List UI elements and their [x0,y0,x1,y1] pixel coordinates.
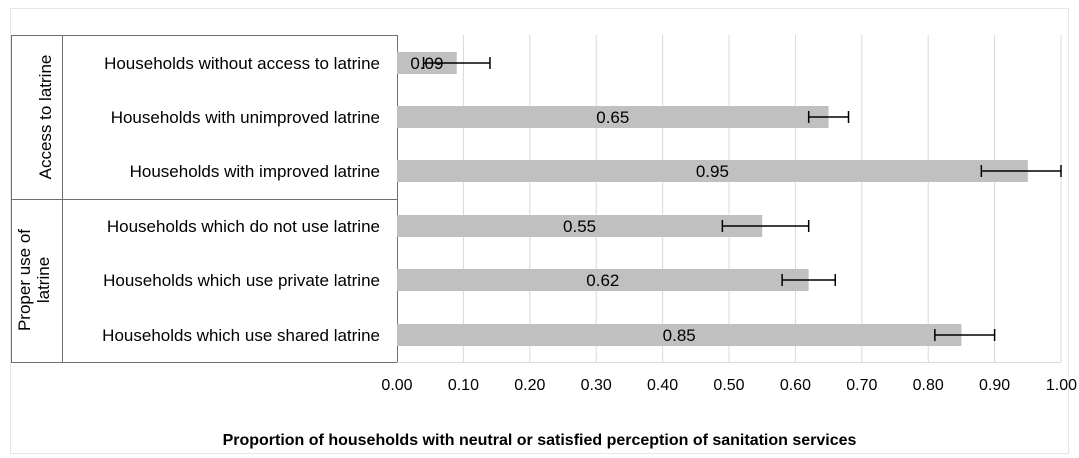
x-axis-ticks: 0.00 0.10 0.20 0.30 0.40 0.50 0.60 0.70 0.80 0.90… [381,377,1077,394]
x-tick-label: 0.10 [448,377,479,394]
grid-lines [462,35,1062,362]
data-label: 0.65 [596,108,629,127]
data-label: 0.85 [663,326,696,345]
x-tick-label: 1.00 [1046,377,1077,394]
bar [397,160,1028,182]
data-label: 0.95 [696,162,729,181]
x-tick-label: 0.70 [846,377,877,394]
group-label-line: latrine [34,257,53,303]
category-label: Households without access to latrine [104,54,380,73]
data-label: 0.09 [410,54,443,73]
group-label-line: Proper use of [15,229,34,331]
bar [397,215,763,237]
group-label: Proper use oflatrine [15,229,53,331]
group-label: Access to latrine [36,55,55,180]
bar [397,324,962,346]
x-tick-label: 0.40 [647,377,678,394]
chart-frame [10,8,1069,454]
category-label: Households which use private latrine [103,271,380,290]
bar [397,106,829,128]
bar-series: 0.09 0.65 0.95 0.55 0.62 0.85 [397,52,1062,346]
category-label: Households which do not use latrine [107,217,380,236]
x-tick-label: 0.60 [780,377,811,394]
x-tick-label: 0.20 [514,377,545,394]
data-label: 0.55 [563,217,596,236]
bar [397,269,809,291]
x-tick-label: 0.00 [381,377,412,394]
x-axis-title: Proportion of households with neutral or… [222,432,857,449]
x-tick-label: 0.50 [713,377,744,394]
outer-border [10,8,1069,454]
category-label: Households which use shared latrine [102,326,380,345]
category-label: Households with improved latrine [130,162,380,181]
x-tick-label: 0.80 [913,377,944,394]
category-labels: Households without access to latrine Hous… [15,54,380,345]
x-tick-label: 0.90 [979,377,1010,394]
x-tick-label: 0.30 [581,377,612,394]
category-label: Households with unimproved latrine [111,108,380,127]
data-label: 0.62 [586,271,619,290]
